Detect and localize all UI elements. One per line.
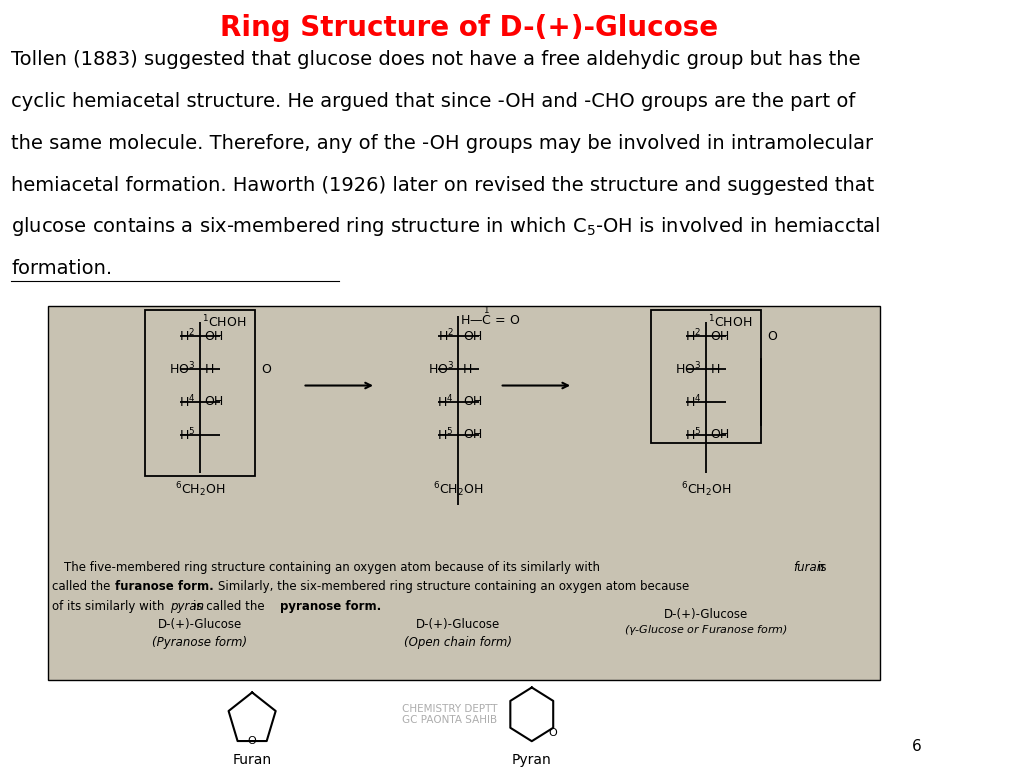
Text: H$^5$: H$^5$ bbox=[685, 426, 701, 443]
Text: $^6$CH$_2$OH: $^6$CH$_2$OH bbox=[433, 480, 483, 499]
Text: D-(+)-Glucose: D-(+)-Glucose bbox=[158, 618, 242, 631]
Text: furanose form.: furanose form. bbox=[115, 581, 213, 594]
Text: (Open chain form): (Open chain form) bbox=[404, 636, 512, 649]
Text: OH: OH bbox=[463, 396, 482, 409]
Text: $^1$CHOH: $^1$CHOH bbox=[708, 314, 752, 331]
Text: H$^2$: H$^2$ bbox=[437, 328, 454, 345]
Text: glucose contains a six-membered ring structure in which C$_5$-OH is involved in : glucose contains a six-membered ring str… bbox=[11, 215, 881, 238]
Text: H$^4$: H$^4$ bbox=[179, 394, 196, 410]
Text: is: is bbox=[818, 561, 827, 574]
Text: OH: OH bbox=[463, 329, 482, 343]
Text: is called the: is called the bbox=[193, 601, 268, 614]
Text: H: H bbox=[205, 362, 214, 376]
Text: H$^5$: H$^5$ bbox=[179, 426, 196, 443]
Text: (Pyranose form): (Pyranose form) bbox=[153, 636, 248, 649]
Text: OH: OH bbox=[463, 429, 482, 442]
Text: $^1$CHOH: $^1$CHOH bbox=[202, 314, 246, 331]
Text: H: H bbox=[711, 362, 720, 376]
Text: ($\gamma$-Glucose or Furanose form): ($\gamma$-Glucose or Furanose form) bbox=[624, 623, 787, 637]
Text: called the: called the bbox=[52, 581, 115, 594]
Bar bbox=[48, 306, 881, 680]
Text: H$^2$: H$^2$ bbox=[179, 328, 196, 345]
Text: Pyran: Pyran bbox=[512, 753, 552, 767]
Text: Tollen (1883) suggested that glucose does not have a free aldehydic group but ha: Tollen (1883) suggested that glucose doe… bbox=[11, 50, 860, 69]
Text: O: O bbox=[248, 737, 256, 746]
Text: OH: OH bbox=[205, 396, 223, 409]
Text: O: O bbox=[767, 329, 777, 343]
Text: H$^2$: H$^2$ bbox=[685, 328, 701, 345]
Text: H$^4$: H$^4$ bbox=[437, 394, 454, 410]
Text: formation.: formation. bbox=[11, 259, 112, 278]
Text: pyran: pyran bbox=[170, 601, 204, 614]
Text: $^6$CH$_2$OH: $^6$CH$_2$OH bbox=[175, 480, 225, 499]
Text: OH: OH bbox=[711, 329, 730, 343]
Text: HO$^3$: HO$^3$ bbox=[169, 361, 196, 377]
Text: H—$\overset{1}{\rm C}$ = O: H—$\overset{1}{\rm C}$ = O bbox=[460, 305, 520, 328]
Text: HO$^3$: HO$^3$ bbox=[675, 361, 701, 377]
Text: D-(+)-Glucose: D-(+)-Glucose bbox=[417, 618, 501, 631]
Text: hemiacetal formation. Haworth (1926) later on revised the structure and suggeste: hemiacetal formation. Haworth (1926) lat… bbox=[11, 176, 874, 194]
Text: furan: furan bbox=[793, 561, 824, 574]
Text: H: H bbox=[463, 362, 472, 376]
Text: Ring Structure of D-(+)-Glucose: Ring Structure of D-(+)-Glucose bbox=[220, 14, 719, 42]
Text: O: O bbox=[549, 728, 558, 738]
Text: OH: OH bbox=[205, 329, 223, 343]
Text: Furan: Furan bbox=[232, 753, 271, 767]
Text: D-(+)-Glucose: D-(+)-Glucose bbox=[664, 608, 749, 621]
Text: O: O bbox=[261, 362, 270, 376]
Text: H$^4$: H$^4$ bbox=[685, 394, 701, 410]
Text: pyranose form.: pyranose form. bbox=[280, 601, 381, 614]
Text: OH: OH bbox=[711, 429, 730, 442]
Text: HO$^3$: HO$^3$ bbox=[428, 361, 454, 377]
Text: $^6$CH$_2$OH: $^6$CH$_2$OH bbox=[681, 480, 731, 499]
Bar bbox=[651, 310, 761, 442]
Text: 6: 6 bbox=[911, 739, 922, 753]
Text: of its similarly with: of its similarly with bbox=[52, 601, 168, 614]
Text: The five-membered ring structure containing an oxygen atom because of its simila: The five-membered ring structure contain… bbox=[65, 561, 604, 574]
Text: Similarly, the six-membered ring structure containing an oxygen atom because: Similarly, the six-membered ring structu… bbox=[218, 581, 689, 594]
Text: the same molecule. Therefore, any of the -OH groups may be involved in intramole: the same molecule. Therefore, any of the… bbox=[11, 134, 873, 153]
Bar bbox=[144, 310, 255, 475]
Text: CHEMISTRY DEPTT
GC PAONTA SAHIB: CHEMISTRY DEPTT GC PAONTA SAHIB bbox=[401, 703, 497, 725]
Text: H$^5$: H$^5$ bbox=[437, 426, 454, 443]
Text: cyclic hemiacetal structure. He argued that since -OH and -CHO groups are the pa: cyclic hemiacetal structure. He argued t… bbox=[11, 92, 855, 111]
